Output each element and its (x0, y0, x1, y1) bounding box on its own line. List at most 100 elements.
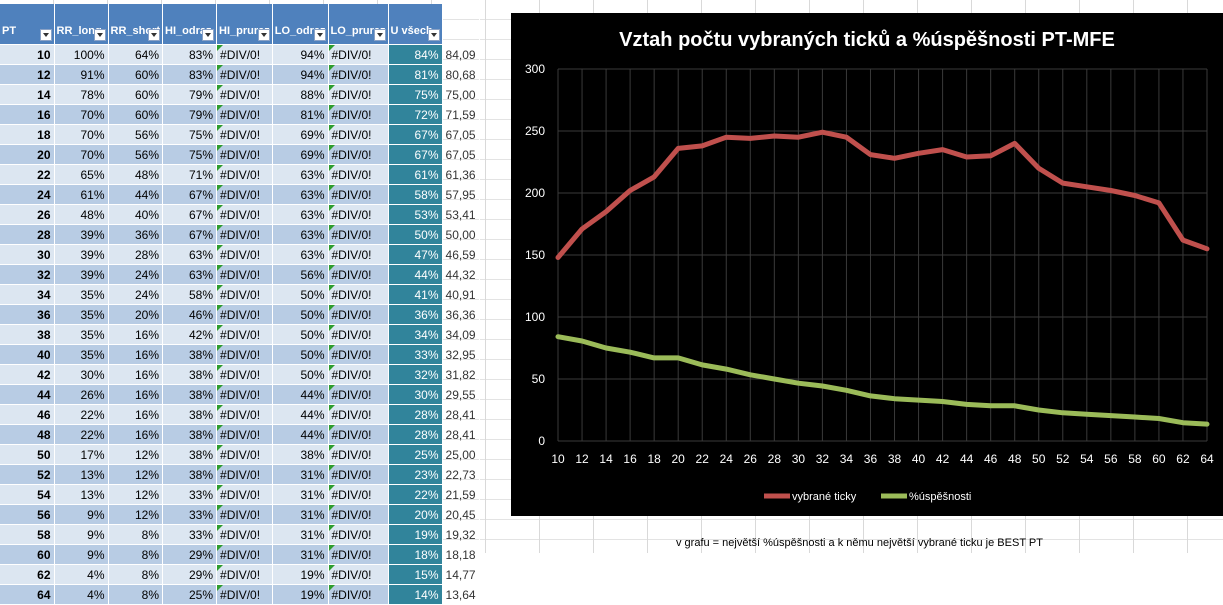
table-cell[interactable]: 40% (108, 204, 164, 225)
table-cell[interactable]: 33% (162, 504, 218, 525)
table-cell[interactable]: 24% (108, 264, 164, 285)
table-cell[interactable]: 60% (108, 64, 164, 85)
error-cell[interactable]: #DIV/0! (328, 304, 389, 325)
error-cell[interactable]: #DIV/0! (328, 424, 389, 445)
error-cell[interactable]: #DIV/0! (328, 504, 389, 525)
error-cell[interactable]: #DIV/0! (328, 544, 389, 565)
table-cell[interactable]: 13% (54, 484, 109, 505)
pt-cell[interactable]: 46 (0, 404, 55, 425)
table-cell[interactable]: 29% (162, 544, 218, 565)
error-cell[interactable]: #DIV/0! (328, 84, 389, 105)
pt-cell[interactable]: 32 (0, 264, 55, 285)
table-cell[interactable]: 78% (54, 84, 109, 105)
pt-cell[interactable]: 54 (0, 484, 55, 505)
error-cell[interactable]: #DIV/0! (328, 124, 389, 145)
error-cell[interactable]: #DIV/0! (216, 524, 273, 545)
table-cell[interactable]: 69% (272, 144, 329, 165)
table-cell[interactable]: 42% (162, 324, 218, 345)
table-cell[interactable]: 67% (162, 184, 218, 205)
table-cell[interactable]: 20% (108, 304, 164, 325)
pt-cell[interactable]: 40 (0, 344, 55, 365)
pt-cell[interactable]: 14 (0, 84, 55, 105)
error-cell[interactable]: #DIV/0! (216, 384, 273, 405)
table-cell[interactable]: 39% (54, 244, 109, 265)
table-cell[interactable]: 36% (108, 224, 164, 245)
table-cell[interactable]: 63% (162, 264, 218, 285)
pt-cell[interactable]: 20 (0, 144, 55, 165)
table-cell[interactable]: 75% (162, 144, 218, 165)
table-cell[interactable]: 33% (162, 484, 218, 505)
u-vsech-cell[interactable]: 32% (388, 364, 443, 385)
error-cell[interactable]: #DIV/0! (328, 244, 389, 265)
u-vsech-cell[interactable]: 14% (388, 584, 443, 605)
table-cell[interactable]: 70% (54, 144, 109, 165)
error-cell[interactable]: #DIV/0! (216, 304, 273, 325)
pt-cell[interactable]: 44 (0, 384, 55, 405)
pt-cell[interactable]: 56 (0, 504, 55, 525)
error-cell[interactable]: #DIV/0! (328, 324, 389, 345)
pt-cell[interactable]: 60 (0, 544, 55, 565)
pt-cell[interactable]: 18 (0, 124, 55, 145)
u-vsech-cell[interactable]: 19% (388, 524, 443, 545)
table-cell[interactable]: 81% (272, 104, 329, 125)
table-cell[interactable]: 88% (272, 84, 329, 105)
pt-cell[interactable]: 38 (0, 324, 55, 345)
table-cell[interactable]: 83% (162, 64, 218, 85)
pt-cell[interactable]: 52 (0, 464, 55, 485)
table-cell[interactable]: 24% (108, 284, 164, 305)
table-cell[interactable]: 17% (54, 444, 109, 465)
error-cell[interactable]: #DIV/0! (216, 484, 273, 505)
table-cell[interactable]: 44% (272, 404, 329, 425)
error-cell[interactable]: #DIV/0! (216, 424, 273, 445)
table-cell[interactable]: 16% (108, 424, 164, 445)
error-cell[interactable]: #DIV/0! (328, 284, 389, 305)
filter-dropdown-icon[interactable] (427, 29, 440, 41)
table-cell[interactable]: 26% (54, 384, 109, 405)
table-cell[interactable]: 70% (54, 124, 109, 145)
table-cell[interactable]: 13% (54, 464, 109, 485)
pt-cell[interactable]: 12 (0, 64, 55, 85)
u-vsech-cell[interactable]: 67% (388, 144, 443, 165)
table-cell[interactable]: 67% (162, 204, 218, 225)
error-cell[interactable]: #DIV/0! (328, 64, 389, 85)
u-vsech-cell[interactable]: 53% (388, 204, 443, 225)
table-cell[interactable]: 63% (272, 204, 329, 225)
table-cell[interactable]: 22% (54, 424, 109, 445)
table-cell[interactable]: 48% (108, 164, 164, 185)
u-vsech-cell[interactable]: 20% (388, 504, 443, 525)
table-cell[interactable]: 38% (162, 404, 218, 425)
error-cell[interactable]: #DIV/0! (216, 284, 273, 305)
error-cell[interactable]: #DIV/0! (328, 44, 389, 65)
error-cell[interactable]: #DIV/0! (328, 204, 389, 225)
u-vsech-cell[interactable]: 22% (388, 484, 443, 505)
pt-cell[interactable]: 30 (0, 244, 55, 265)
table-cell[interactable]: 25% (162, 584, 218, 605)
u-vsech-cell[interactable]: 28% (388, 424, 443, 445)
filter-dropdown-icon[interactable] (148, 29, 161, 41)
table-cell[interactable]: 63% (272, 244, 329, 265)
error-cell[interactable]: #DIV/0! (328, 444, 389, 465)
u-vsech-cell[interactable]: 34% (388, 324, 443, 345)
table-cell[interactable]: 38% (162, 444, 218, 465)
filter-dropdown-icon[interactable] (373, 29, 386, 41)
table-cell[interactable]: 60% (108, 84, 164, 105)
u-vsech-cell[interactable]: 72% (388, 104, 443, 125)
u-vsech-cell[interactable]: 33% (388, 344, 443, 365)
table-cell[interactable]: 16% (108, 344, 164, 365)
table-cell[interactable]: 12% (108, 484, 164, 505)
error-cell[interactable]: #DIV/0! (216, 84, 273, 105)
table-cell[interactable]: 38% (162, 364, 218, 385)
error-cell[interactable]: #DIV/0! (216, 444, 273, 465)
error-cell[interactable]: #DIV/0! (216, 344, 273, 365)
table-cell[interactable]: 79% (162, 104, 218, 125)
error-cell[interactable]: #DIV/0! (328, 104, 389, 125)
table-cell[interactable]: 48% (54, 204, 109, 225)
error-cell[interactable]: #DIV/0! (216, 224, 273, 245)
table-cell[interactable]: 31% (272, 464, 329, 485)
table-cell[interactable]: 31% (272, 504, 329, 525)
column-header[interactable]: LO_odraz (272, 4, 329, 45)
error-cell[interactable]: #DIV/0! (328, 484, 389, 505)
u-vsech-cell[interactable]: 67% (388, 124, 443, 145)
table-cell[interactable]: 12% (108, 464, 164, 485)
table-cell[interactable]: 16% (108, 384, 164, 405)
